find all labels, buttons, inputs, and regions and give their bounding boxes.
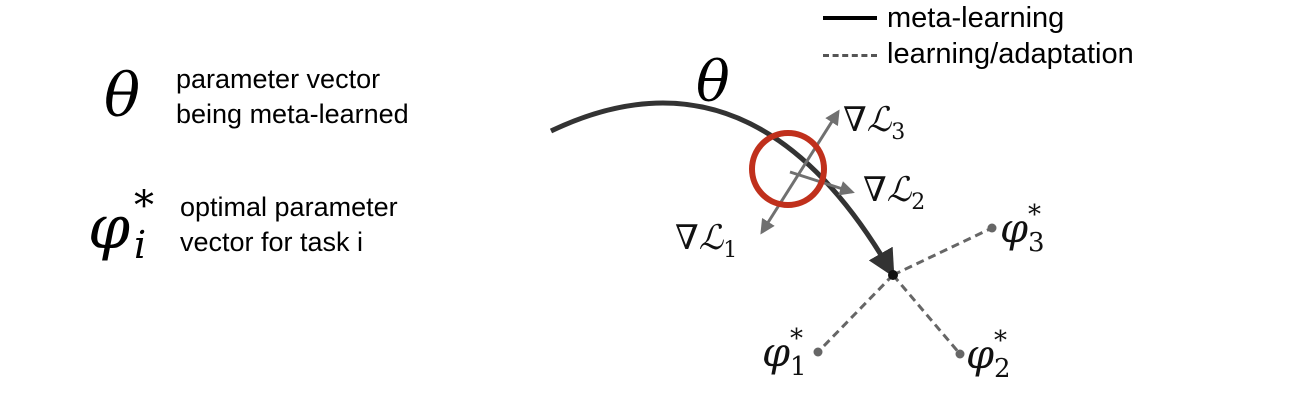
nabla-2: ∇ xyxy=(863,170,887,210)
grad-label-1: ∇ℒ1 xyxy=(675,218,737,263)
loss-3: ℒ xyxy=(866,100,892,140)
grad-label-3: ∇ℒ3 xyxy=(843,100,905,145)
phi-desc-line1: optimal parameter xyxy=(180,192,398,222)
phi3-superscript: * xyxy=(1028,200,1041,230)
loss-2: ℒ xyxy=(886,170,912,210)
phi1-label: φ * 1 xyxy=(762,324,807,382)
nabla-1: ∇ xyxy=(675,218,699,258)
adaptation-line-1 xyxy=(816,273,895,354)
phi3-symbol: φ xyxy=(1000,206,1029,252)
theta-desc-line2: being meta-learned xyxy=(176,99,409,129)
phi1-symbol: φ xyxy=(762,330,791,376)
legend-solid-line xyxy=(823,16,877,20)
phi2-point xyxy=(955,349,965,359)
grad-label-2: ∇ℒ2 xyxy=(863,170,925,215)
legend-solid-label: meta-learning xyxy=(887,2,1065,34)
grad1-subscript: 1 xyxy=(723,238,738,263)
phi3-label: φ * 3 xyxy=(1000,200,1045,258)
nabla-3: ∇ xyxy=(843,100,867,140)
theta-symbol: θ xyxy=(104,61,141,131)
phi1-subscript: 1 xyxy=(790,352,807,382)
phi-superscript: * xyxy=(134,183,154,229)
theta-path-label: θ xyxy=(696,50,730,115)
phi2-symbol: φ xyxy=(966,332,995,378)
meta-learning-path xyxy=(549,100,896,278)
adaptation-line-2 xyxy=(891,274,962,355)
legend-dashed-line xyxy=(823,54,877,57)
phi-symbol: φ xyxy=(88,193,131,263)
grad2-subscript: 2 xyxy=(911,190,926,215)
phi-desc-line2: vector for task i xyxy=(180,227,364,257)
theta-description: parameter vector being meta-learned xyxy=(176,62,409,132)
gradient-arrow-1-3 xyxy=(760,109,840,235)
meta-param-point xyxy=(888,270,898,280)
adaptation-line-3 xyxy=(892,226,993,277)
phi1-superscript: * xyxy=(790,324,803,354)
phi3-point xyxy=(987,223,997,233)
legend-dashed-label: learning/adaptation xyxy=(887,38,1134,70)
phi-subscript: i xyxy=(134,223,147,267)
loss-1: ℒ xyxy=(698,218,724,258)
phi3-subscript: 3 xyxy=(1028,228,1045,258)
highlight-circle xyxy=(749,130,827,208)
phi-description: optimal parameter vector for task i xyxy=(180,190,398,260)
phi2-subscript: 2 xyxy=(994,354,1011,384)
phi2-superscript: * xyxy=(994,326,1007,356)
grad3-subscript: 3 xyxy=(891,120,906,145)
phi2-label: φ * 2 xyxy=(966,326,1011,384)
phi1-point xyxy=(813,347,823,357)
theta-desc-line1: parameter vector xyxy=(176,64,381,94)
